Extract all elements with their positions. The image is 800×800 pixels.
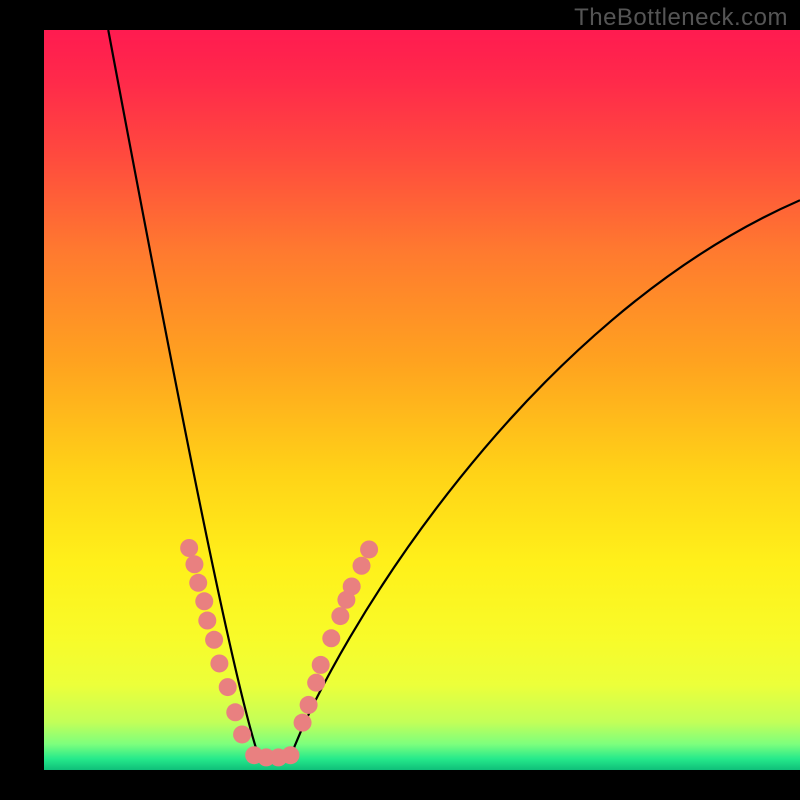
marker-point — [198, 612, 216, 630]
marker-point — [226, 703, 244, 721]
marker-point — [210, 654, 228, 672]
chart-svg — [0, 0, 800, 800]
marker-point — [343, 577, 361, 595]
marker-point — [331, 607, 349, 625]
marker-point — [189, 574, 207, 592]
marker-point — [281, 746, 299, 764]
marker-point — [195, 592, 213, 610]
chart-container: TheBottleneck.com — [0, 0, 800, 800]
marker-point — [312, 656, 330, 674]
marker-point — [307, 674, 325, 692]
marker-point — [300, 696, 318, 714]
marker-point — [233, 725, 251, 743]
watermark-text: TheBottleneck.com — [574, 4, 788, 32]
marker-point — [180, 539, 198, 557]
marker-point — [185, 555, 203, 573]
marker-point — [360, 540, 378, 558]
marker-point — [353, 557, 371, 575]
marker-point — [219, 678, 237, 696]
marker-point — [322, 629, 340, 647]
marker-point — [205, 631, 223, 649]
plot-background — [44, 30, 800, 770]
marker-point — [294, 714, 312, 732]
